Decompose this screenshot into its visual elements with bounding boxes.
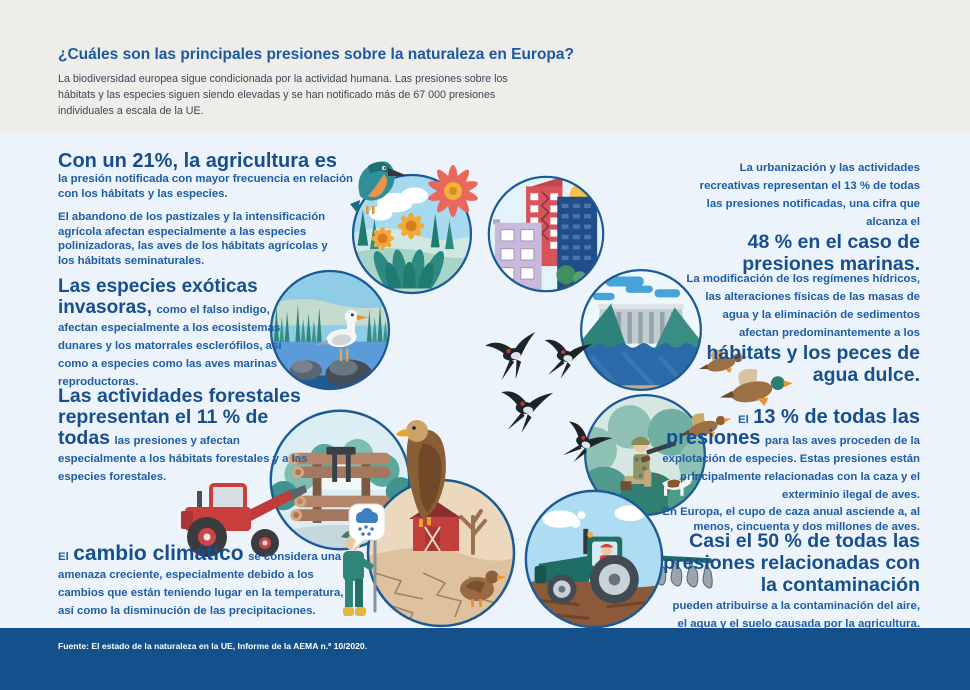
rain-cloud-bubble-icon — [348, 503, 386, 553]
forestry-body: las presiones y afectan especialmente a … — [58, 435, 308, 483]
block-exploitation: El 13 % de todas las presiones para las … — [655, 407, 920, 534]
block-hydrology: La modificación de los regímenes hídrico… — [682, 269, 920, 387]
eagle-icon — [383, 413, 463, 528]
exploitation-body: para las aves proceden de la explotación… — [662, 435, 920, 501]
page-header: ¿Cuáles son las principales presiones so… — [0, 0, 970, 131]
block-invasive-species: Las especies exóticas invasoras, como el… — [58, 276, 292, 390]
agriculture-lead: la presión notificada con mayor frecuenc… — [58, 173, 353, 200]
page-title: ¿Cuáles son las principales presiones so… — [58, 46, 574, 63]
urbanisation-body: La urbanización y las actividades recrea… — [699, 162, 920, 228]
agriculture-body: El abandono de los pastizales y la inten… — [58, 211, 328, 267]
intro-text: La biodiversidad europea sigue condicion… — [58, 73, 508, 118]
swallow-icon — [497, 387, 556, 435]
red-tractor-icon — [173, 461, 308, 563]
kingfisher-icon — [344, 144, 408, 218]
climate-pre: El — [58, 551, 69, 563]
log-stack-icon — [262, 402, 418, 558]
exploitation-body2: En Europa, el cupo de caza anual asciend… — [662, 506, 920, 533]
duck-icon — [715, 357, 795, 417]
hydrology-heading: hábitats y los peces de agua dulce. — [706, 342, 920, 386]
block-pollution: Casi el 50 % de todas las presiones rela… — [662, 530, 920, 632]
city-buildings-icon — [481, 169, 611, 299]
swallow-icon — [553, 417, 615, 474]
forestry-heading: Las actividades forestales representan e… — [58, 385, 301, 449]
seagull-rocks-icon — [263, 263, 397, 397]
invasive-body: como el falso indigo, afectan especialme… — [58, 303, 282, 389]
block-urbanisation: La urbanización y las actividades recrea… — [692, 158, 920, 276]
duck-icon — [674, 400, 736, 450]
climate-body: se considera una amenaza creciente, espe… — [58, 551, 344, 617]
swallow-icon — [538, 335, 595, 382]
block-forestry: Las actividades forestales representan e… — [58, 386, 308, 485]
pollution-heading: Casi el 50 % de todas las presiones rela… — [663, 530, 920, 596]
block-agriculture: Con un 21%, la agricultura es la presión… — [58, 151, 358, 269]
exploitation-heading: 13 % de todas las presiones — [665, 406, 920, 449]
urbanisation-heading: 48 % en el caso de presiones marinas. — [742, 231, 920, 275]
coral-flower-icon — [424, 162, 482, 220]
dry-field-barn-icon — [365, 477, 517, 629]
source-note: Fuente: El estado de la naturaleza en la… — [58, 641, 368, 651]
infographic-canvas: Con un 21%, la agricultura es la presión… — [0, 131, 970, 630]
swallow-icon — [482, 330, 546, 385]
duck-icon — [695, 339, 752, 383]
pollution-body: pueden atribuirse a la contaminación del… — [672, 600, 920, 631]
invasive-heading: Las especies exóticas invasoras, — [58, 276, 258, 318]
agriculture-heading: Con un 21%, la agricultura es — [58, 150, 337, 172]
block-climate: El cambio climático se considera una ame… — [58, 543, 350, 619]
page-footer: Fuente: El estado de la naturaleza en la… — [0, 628, 970, 690]
climate-heading: cambio climático — [73, 542, 244, 565]
dam-icon — [573, 262, 709, 398]
plough-tractor-icon — [521, 486, 667, 632]
exploitation-pre: El — [738, 414, 749, 426]
hydrology-body: La modificación de los regímenes hídrico… — [686, 273, 920, 339]
